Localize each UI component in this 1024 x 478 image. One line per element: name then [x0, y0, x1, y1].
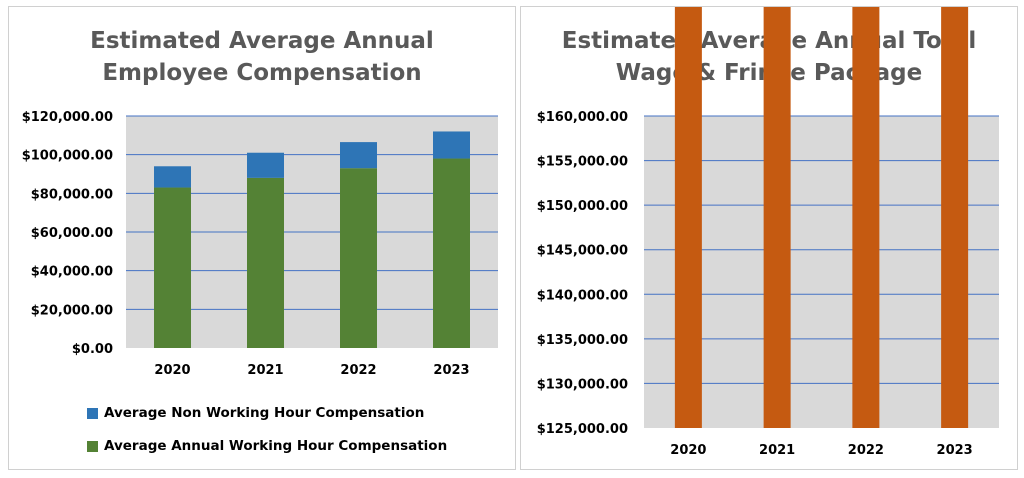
x-tick-label: 2020 — [670, 443, 706, 458]
bar — [154, 166, 191, 188]
x-tick-label: 2023 — [937, 443, 973, 458]
chart-title: Estimated Average Annual Employee Compen… — [9, 25, 515, 89]
bar — [941, 7, 969, 428]
y-tick-label: $60,000.00 — [31, 226, 113, 241]
bar — [674, 7, 702, 428]
x-tick-label: 2021 — [247, 363, 283, 378]
y-tick-label: $0.00 — [72, 342, 113, 357]
compensation-chart-panel: Estimated Average Annual Employee Compen… — [8, 6, 516, 470]
legend-label: Average Non Working Hour Compensation — [104, 405, 425, 421]
bar — [763, 7, 791, 428]
x-tick-label: 2020 — [154, 363, 190, 378]
wage-fringe-chart-panel: Estimated Average Annual Total Wage & Fr… — [520, 6, 1018, 470]
y-tick-label: $150,000.00 — [537, 199, 628, 214]
y-tick-label: $155,000.00 — [537, 155, 628, 170]
y-tick-label: $145,000.00 — [537, 244, 628, 259]
y-tick-label: $20,000.00 — [31, 303, 113, 318]
y-tick-label: $140,000.00 — [537, 288, 628, 303]
legend-item-non-working: Average Non Working Hour Compensation — [87, 405, 424, 421]
bar — [154, 187, 191, 348]
y-tick-label: $40,000.00 — [31, 265, 113, 280]
y-tick-label: $160,000.00 — [537, 110, 628, 125]
stacked-bar-chart: $0.00 $20,000.00 $40,000.00 $60,000.00 $80,0… — [22, 110, 498, 378]
bar — [852, 7, 880, 428]
bar-chart: $125,000.00 $130,000.00 $135,000.00 $140,00… — [537, 7, 999, 458]
plot-area — [644, 116, 999, 428]
y-tick-label: $125,000.00 — [537, 422, 628, 437]
bar — [340, 168, 377, 348]
chart-title-line-2: Employee Compensation — [102, 60, 422, 86]
legend-label: Average Annual Working Hour Compensation — [104, 438, 448, 454]
bar — [247, 177, 284, 348]
y-tick-label: $135,000.00 — [537, 333, 628, 348]
y-tick-label: $120,000.00 — [22, 110, 113, 125]
legend-swatch — [87, 407, 98, 419]
chart-title-line-1: Estimated Average Annual — [90, 28, 434, 54]
bar — [340, 142, 377, 169]
legend-swatch — [87, 440, 98, 452]
y-tick-label: $100,000.00 — [22, 149, 113, 164]
y-tick-label: $130,000.00 — [537, 377, 628, 392]
x-tick-label: 2022 — [848, 443, 884, 458]
x-tick-label: 2021 — [759, 443, 795, 458]
y-tick-label: $80,000.00 — [31, 187, 113, 202]
x-tick-label: 2023 — [433, 363, 469, 378]
legend-item-working: Average Annual Working Hour Compensation — [87, 438, 447, 454]
bar — [247, 152, 284, 178]
bar — [433, 131, 470, 159]
x-tick-label: 2022 — [340, 363, 376, 378]
bar — [433, 158, 470, 348]
